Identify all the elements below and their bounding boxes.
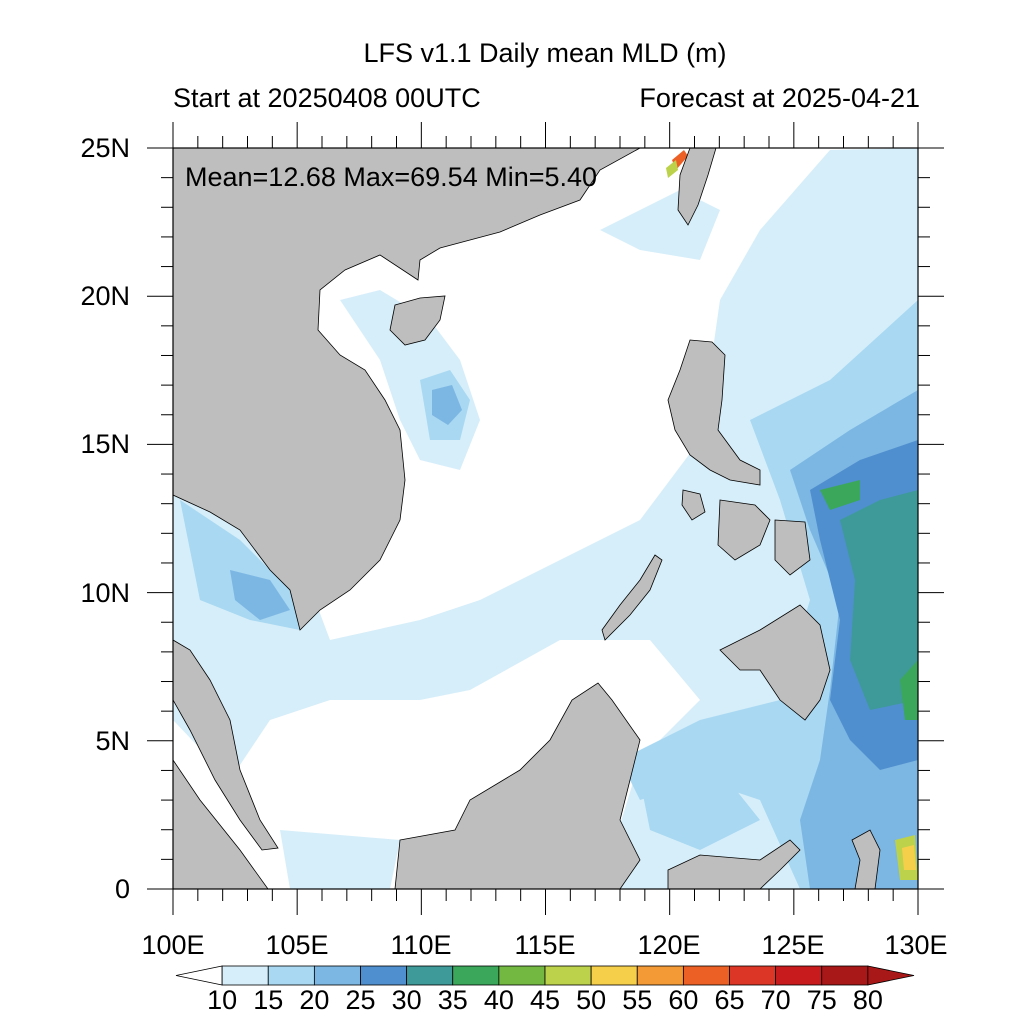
colorbar-label: 75 xyxy=(806,985,837,1015)
land-sulawesi xyxy=(667,839,801,889)
land-luzon xyxy=(667,339,761,486)
colorbar-swatch xyxy=(498,965,546,986)
lat-tick-label: 15N xyxy=(80,429,130,459)
colorbar-label: 55 xyxy=(622,985,653,1015)
lat-tick-label: 10N xyxy=(80,578,130,608)
land-sumatra xyxy=(173,759,269,889)
colorbar-swatch xyxy=(406,965,454,986)
colorbar xyxy=(175,965,915,986)
land-samar xyxy=(774,519,811,576)
lon-tick-label: 115E xyxy=(514,930,576,960)
colorbar-swatch xyxy=(313,965,361,986)
land-palawan xyxy=(601,554,663,641)
mld-15-20-region xyxy=(640,770,760,850)
mld-10-15-region xyxy=(173,148,918,889)
colorbar-label: 15 xyxy=(253,985,284,1015)
colorbar-label: 70 xyxy=(760,985,791,1015)
mld-10-15-region xyxy=(280,830,400,889)
land-borneo xyxy=(394,682,641,889)
lon-tick-label: 105E xyxy=(265,930,329,960)
colorbar-label: 45 xyxy=(529,985,561,1015)
mld-35-40-region xyxy=(900,660,918,720)
colorbar-label: 25 xyxy=(345,985,376,1015)
land-mainland-asia xyxy=(173,148,641,631)
land-visayas xyxy=(717,499,771,561)
colorbar-label: 65 xyxy=(714,985,745,1015)
lat-tick-label: 25N xyxy=(80,133,130,163)
colorbar-swatch xyxy=(636,965,684,986)
mld-50-55-region xyxy=(902,845,916,870)
lat-tick-label: 5N xyxy=(95,726,130,756)
colorbar-swatch xyxy=(221,965,269,986)
colorbar-label: 20 xyxy=(299,985,330,1015)
lon-tick-label: 130E xyxy=(884,930,948,960)
colorbar-label: 40 xyxy=(483,985,514,1015)
land-mindoro xyxy=(681,489,706,521)
colorbar-label: 60 xyxy=(668,985,699,1015)
lat-tick-label: 20N xyxy=(80,281,130,311)
colorbar-label: 50 xyxy=(576,985,607,1015)
ocean-field xyxy=(173,148,918,889)
lon-tick-label: 110E xyxy=(390,930,452,960)
colorbar-label: 10 xyxy=(207,985,238,1015)
mld-35-40-region xyxy=(820,480,860,510)
land-masses xyxy=(173,148,881,889)
colorbar-swatch xyxy=(590,965,638,986)
mld-45-50-region xyxy=(666,160,678,178)
lon-tick-label: 125E xyxy=(761,930,825,960)
land-halmahera xyxy=(851,829,881,889)
colorbar-swatch xyxy=(682,965,730,986)
field-statistics: Mean=12.68 Max=69.54 Min=5.40 xyxy=(185,162,598,192)
lat-tick-label: 0 xyxy=(114,874,130,904)
map-title: LFS v1.1 Daily mean MLD (m) xyxy=(363,38,727,68)
colorbar-swatch xyxy=(544,965,592,986)
mld-30-35-region xyxy=(840,490,918,710)
start-time-label: Start at 20250408 00UTC xyxy=(173,83,481,113)
land-mindanao xyxy=(719,604,831,721)
colorbar-label: 80 xyxy=(852,985,883,1015)
colorbar-label: 35 xyxy=(437,985,468,1015)
colorbar-swatch xyxy=(360,965,408,986)
mld-20-25-region xyxy=(230,570,290,620)
land-malay-peninsula xyxy=(173,639,279,851)
colorbar-swatch xyxy=(775,965,823,986)
lon-tick-label: 100E xyxy=(141,930,205,960)
land-taiwan xyxy=(677,148,717,226)
lon-tick-label: 120E xyxy=(637,930,701,960)
colorbar-swatch xyxy=(821,965,869,986)
colorbar-swatch xyxy=(729,965,777,986)
colorbar-swatch xyxy=(452,965,500,986)
mld-20-25-region xyxy=(432,385,462,425)
land-hainan xyxy=(389,295,446,346)
colorbar-min-triangle xyxy=(175,965,223,986)
colorbar-label: 30 xyxy=(391,985,422,1015)
forecast-time-label: Forecast at 2025-04-21 xyxy=(639,83,920,113)
colorbar-max-triangle xyxy=(867,965,915,986)
axis-ticks xyxy=(147,122,944,915)
colorbar-swatch xyxy=(267,965,315,986)
